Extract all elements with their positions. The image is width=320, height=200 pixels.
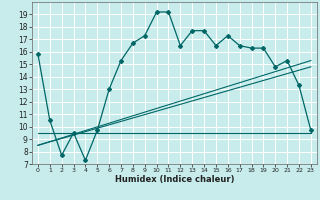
X-axis label: Humidex (Indice chaleur): Humidex (Indice chaleur) xyxy=(115,175,234,184)
